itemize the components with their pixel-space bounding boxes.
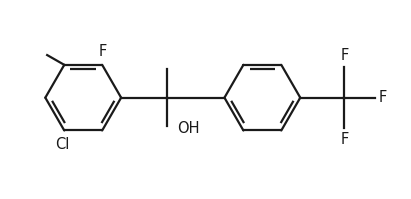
Text: F: F bbox=[99, 44, 107, 59]
Text: Cl: Cl bbox=[55, 137, 69, 152]
Text: F: F bbox=[340, 132, 349, 147]
Text: F: F bbox=[340, 48, 349, 63]
Text: OH: OH bbox=[178, 121, 200, 136]
Text: F: F bbox=[379, 90, 387, 105]
